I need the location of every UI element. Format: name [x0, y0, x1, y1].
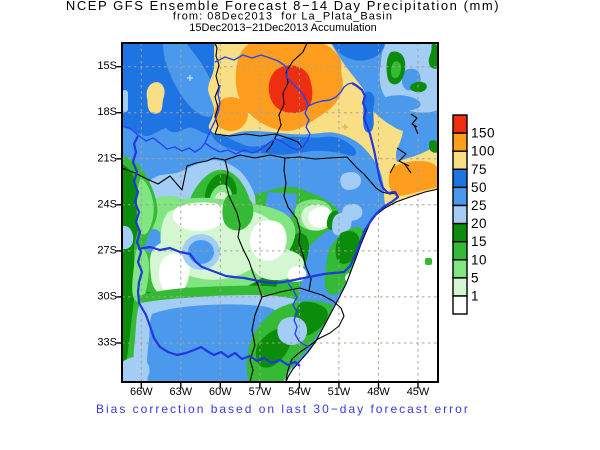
svg-text:100: 100	[471, 144, 495, 159]
svg-text:30S: 30S	[97, 290, 117, 302]
svg-text:60W: 60W	[209, 386, 232, 398]
svg-text:NCEP GFS Ensemble Forecast 8−1: NCEP GFS Ensemble Forecast 8−14 Day Prec…	[66, 0, 500, 13]
svg-text:Bias correction based on last: Bias correction based on last 30−day for…	[96, 402, 470, 416]
svg-text:63W: 63W	[169, 386, 192, 398]
svg-text:27S: 27S	[97, 244, 117, 256]
svg-text:20: 20	[471, 216, 487, 231]
svg-text:1: 1	[471, 289, 479, 304]
svg-text:18S: 18S	[97, 106, 117, 118]
svg-text:48W: 48W	[367, 386, 390, 398]
svg-text:from: 08Dec2013 for La_Plata_: from: 08Dec2013 for La_Plata_Basin	[173, 11, 393, 23]
svg-text:21S: 21S	[97, 152, 117, 164]
svg-text:15S: 15S	[97, 60, 117, 72]
svg-text:5: 5	[471, 270, 479, 285]
svg-text:75: 75	[471, 162, 487, 177]
svg-text:15Dec2013−21Dec2013 Accumulati: 15Dec2013−21Dec2013 Accumulation	[189, 22, 376, 34]
svg-text:25: 25	[471, 198, 487, 213]
svg-text:66W: 66W	[130, 386, 153, 398]
svg-text:51W: 51W	[328, 386, 351, 398]
svg-text:150: 150	[471, 126, 495, 141]
svg-text:24S: 24S	[97, 198, 117, 210]
svg-text:45W: 45W	[407, 386, 430, 398]
svg-text:10: 10	[471, 252, 487, 267]
svg-text:33S: 33S	[97, 337, 117, 349]
svg-text:50: 50	[471, 180, 487, 195]
svg-text:15: 15	[471, 234, 487, 249]
svg-text:54W: 54W	[288, 386, 311, 398]
svg-text:57W: 57W	[249, 386, 272, 398]
